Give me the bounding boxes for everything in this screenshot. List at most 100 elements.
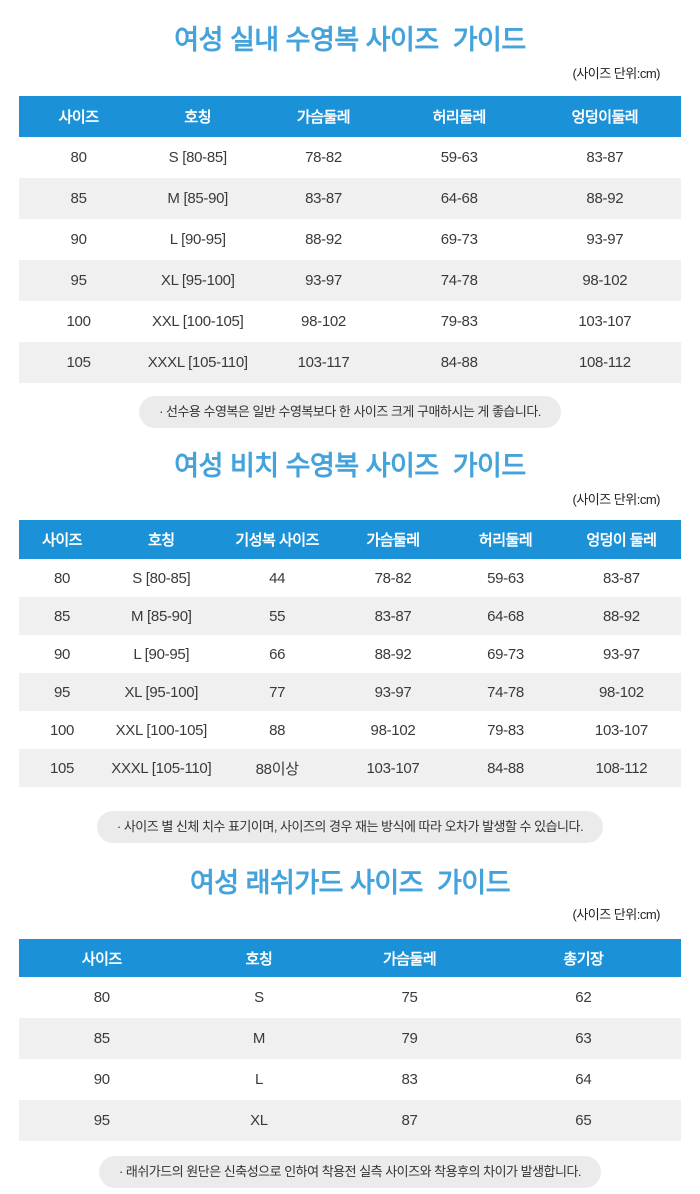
table-cell: 80 xyxy=(93,989,110,1006)
table-cell: 105 xyxy=(49,759,75,777)
table-cell: 95 xyxy=(70,272,87,289)
table-cell: 62 xyxy=(575,989,592,1006)
table-row: 100 XXL [100-105] 98-102 79-83 103-107 xyxy=(19,301,681,342)
table-cell: 64-68 xyxy=(487,607,524,625)
table-cell: 103-117 xyxy=(297,354,350,371)
table-cell: 69-73 xyxy=(440,231,478,248)
table-cell: S xyxy=(254,989,264,1006)
unit-label: (사이즈 단위:cm) xyxy=(572,907,660,922)
table-cell: 78-82 xyxy=(305,149,342,166)
section-title: 여성 실내 수영복 사이즈 가이드 xyxy=(174,25,526,55)
table-cell: S [80-85] xyxy=(132,569,191,587)
table-cell: 98-102 xyxy=(370,721,416,739)
column-header: 사이즈 xyxy=(19,96,139,137)
beach-swimsuit-guide-section: 여성 비치 수영복 사이즈 가이드 (사이즈 단위:cm) 사이즈 호칭 기성복 사… xyxy=(0,448,700,843)
header-row: 사이즈 호칭 가슴둘레 허리둘레 엉덩이둘레 xyxy=(19,96,681,137)
note-pill: · 선수용 수영복은 일반 수영복보다 한 사이즈 크게 구매하시는 게 좋습니… xyxy=(139,396,561,428)
table-cell: 90 xyxy=(93,1071,110,1088)
table-cell: S [80-85] xyxy=(168,149,227,166)
column-header: 허리둘레 xyxy=(389,96,529,137)
table-row: 85 M [85-90] 55 83-87 64-68 88-92 xyxy=(19,597,681,635)
table-cell: 79 xyxy=(401,1030,418,1047)
table-cell: XL [95-100] xyxy=(124,683,199,701)
table-cell: XXXL [105-110] xyxy=(147,354,248,371)
table-cell: 84-88 xyxy=(440,354,478,371)
column-header: 사이즈 xyxy=(19,520,106,559)
table-cell: 108-112 xyxy=(595,759,648,777)
table-cell: 93-97 xyxy=(586,231,624,248)
rashguard-size-table: 사이즈 호칭 가슴둘레 총기장 80 S 75 62 85 M 79 63 90 L 83 64 95 XL 87 6… xyxy=(19,939,681,1141)
table-row: 80 S [80-85] 44 78-82 59-63 83-87 xyxy=(19,559,681,597)
note-row: · 선수용 수영복은 일반 수영복보다 한 사이즈 크게 구매하시는 게 좋습니… xyxy=(0,396,700,428)
table-cell: 103-107 xyxy=(578,313,632,330)
table-row: 95 XL [95-100] 77 93-97 74-78 98-102 xyxy=(19,673,681,711)
table-row: 90 L [90-95] 88-92 69-73 93-97 xyxy=(19,219,681,260)
table-row: 95 XL [95-100] 93-97 74-78 98-102 xyxy=(19,260,681,301)
table-cell: L [90-95] xyxy=(169,231,226,248)
table-row: 95 XL 87 65 xyxy=(19,1100,681,1141)
table-cell: 84-88 xyxy=(487,759,524,777)
table-row: 80 S 75 62 xyxy=(19,977,681,1018)
note-row: · 사이즈 별 신체 치수 표기이며, 사이즈의 경우 재는 방식에 따라 오차… xyxy=(0,811,700,843)
column-header: 호칭 xyxy=(138,96,258,137)
table-cell: XL xyxy=(250,1112,268,1129)
table-cell: XXL [100-105] xyxy=(115,721,208,739)
table-cell: 88이상 xyxy=(255,760,299,778)
table-cell: 90 xyxy=(53,645,71,663)
header-row: 사이즈 호칭 가슴둘레 총기장 xyxy=(19,939,681,977)
table-cell: 85 xyxy=(93,1030,110,1047)
table-cell: 83-87 xyxy=(586,149,624,166)
column-header: 호칭 xyxy=(184,939,334,977)
note-pill: · 래쉬가드의 원단은 신축성으로 인하여 착용전 실측 사이즈와 착용후의 차… xyxy=(98,1156,602,1188)
column-header: 총기장 xyxy=(485,939,681,977)
table-cell: 98-102 xyxy=(598,683,644,701)
indoor-swimsuit-guide-section: 여성 실내 수영복 사이즈 가이드 (사이즈 단위:cm) 사이즈 호칭 가슴둘레 허… xyxy=(0,22,700,428)
table-cell: 65 xyxy=(575,1112,592,1129)
table-cell: 95 xyxy=(93,1112,110,1129)
column-header: 가슴둘레 xyxy=(336,520,450,559)
column-header: 엉덩이 둘레 xyxy=(561,520,681,559)
unit-label: (사이즈 단위:cm) xyxy=(572,492,660,507)
table-cell: 59-63 xyxy=(440,149,478,166)
table-row: 85 M 79 63 xyxy=(19,1018,681,1059)
table-cell: 79-83 xyxy=(440,313,478,330)
note-pill: · 사이즈 별 신체 치수 표기이며, 사이즈의 경우 재는 방식에 따라 오차… xyxy=(96,811,604,843)
table-cell: 108-112 xyxy=(578,354,631,371)
section-title: 여성 비치 수영복 사이즈 가이드 xyxy=(174,451,526,481)
table-cell: 98-102 xyxy=(582,272,628,289)
table-row: 105 XXXL [105-110] 88이상 103-107 84-88 108-112 xyxy=(19,749,681,787)
table-cell: 83-87 xyxy=(602,569,640,587)
table-cell: M [85-90] xyxy=(167,190,229,207)
section-title: 여성 래쉬가드 사이즈 가이드 xyxy=(189,868,511,898)
table-cell: L [90-95] xyxy=(133,645,190,663)
column-header: 호칭 xyxy=(105,520,218,559)
table-cell: 69-73 xyxy=(487,645,524,663)
table-cell: 93-97 xyxy=(602,645,640,663)
table-cell: 83-87 xyxy=(374,607,412,625)
table-cell: 83-87 xyxy=(305,190,342,207)
table-cell: 44 xyxy=(269,569,286,587)
table-cell: 80 xyxy=(53,569,71,587)
table-cell: 93-97 xyxy=(374,683,412,701)
table-cell: XXL [100-105] xyxy=(152,313,244,330)
table-cell: 75 xyxy=(401,989,418,1006)
table-cell: 64 xyxy=(575,1071,592,1088)
table-row: 80 S [80-85] 78-82 59-63 83-87 xyxy=(19,137,681,178)
column-header: 가슴둘레 xyxy=(257,96,390,137)
table-row: 90 L [90-95] 66 88-92 69-73 93-97 xyxy=(19,635,681,673)
unit-label: (사이즈 단위:cm) xyxy=(572,66,660,81)
table-cell: 83 xyxy=(401,1071,418,1088)
table-cell: 105 xyxy=(66,354,91,371)
table-cell: 95 xyxy=(53,683,71,701)
table-row: 90 L 83 64 xyxy=(19,1059,681,1100)
table-cell: XL [95-100] xyxy=(160,272,235,289)
table-cell: 79-83 xyxy=(487,721,524,739)
column-header: 사이즈 xyxy=(19,939,185,977)
table-cell: M xyxy=(252,1030,266,1047)
table-cell: 87 xyxy=(401,1112,418,1129)
header-row: 사이즈 호칭 기성복 사이즈 가슴둘레 허리둘레 엉덩이 둘레 xyxy=(19,520,681,559)
note-row: · 래쉬가드의 원단은 신축성으로 인하여 착용전 실측 사이즈와 착용후의 차… xyxy=(0,1156,700,1188)
table-cell: 85 xyxy=(53,607,71,625)
table-cell: 103-107 xyxy=(594,721,648,739)
